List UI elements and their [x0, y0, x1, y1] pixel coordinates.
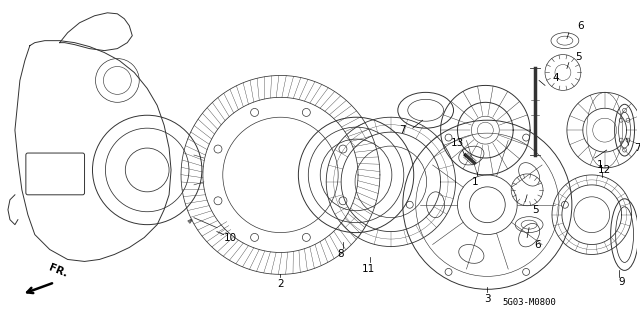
Text: 11: 11 [362, 264, 374, 274]
Text: 12: 12 [598, 165, 611, 175]
Text: 10: 10 [224, 233, 237, 242]
Text: 1: 1 [596, 160, 604, 170]
Text: 7: 7 [399, 125, 406, 135]
Text: 5: 5 [575, 52, 582, 62]
Text: 1: 1 [472, 177, 479, 187]
Text: FR.: FR. [48, 263, 70, 279]
Text: 5: 5 [532, 205, 539, 215]
Text: 2: 2 [277, 279, 284, 289]
Text: 6: 6 [534, 240, 541, 249]
Text: 3: 3 [484, 294, 491, 304]
Text: 8: 8 [337, 249, 344, 259]
Text: 9: 9 [618, 277, 625, 287]
Text: 4: 4 [552, 73, 559, 84]
Text: 6: 6 [577, 21, 584, 31]
Text: 13: 13 [451, 138, 464, 148]
Text: 5G03-M0800: 5G03-M0800 [502, 298, 556, 307]
Text: 7: 7 [634, 143, 640, 153]
